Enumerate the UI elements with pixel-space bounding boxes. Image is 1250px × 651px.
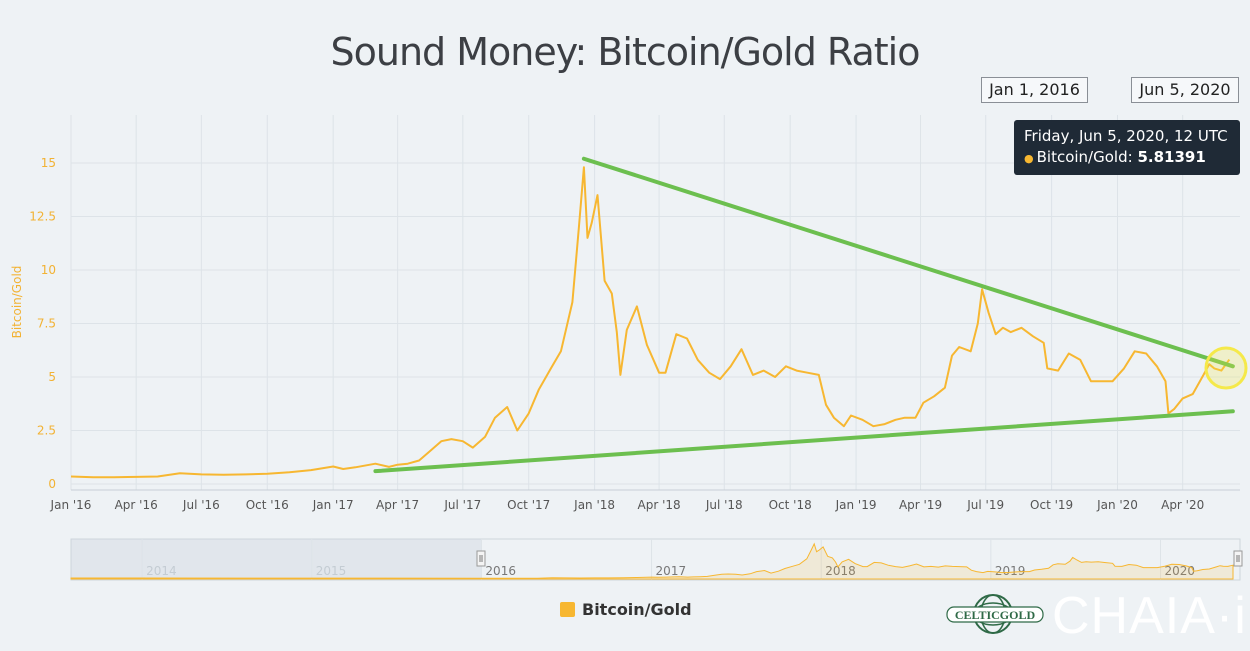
navigator-year-label: 2015 (316, 564, 347, 578)
trendline-upper (581, 156, 1235, 369)
x-tick-label: Apr '16 (115, 498, 158, 512)
y-tick-label: 0 (48, 477, 56, 491)
navigator-year-label: 2014 (146, 564, 177, 578)
x-tick-label: Apr '18 (638, 498, 681, 512)
tooltip-series: Bitcoin/Gold: (1036, 148, 1133, 166)
x-tick-label: Jul '17 (443, 498, 481, 512)
y-tick-label: 2.5 (37, 424, 56, 438)
plot-area (71, 115, 1240, 490)
x-tick-labels: Jan '16 Apr '16 Jul '16 Oct '16 Jan '17 Apr '… (50, 498, 1205, 512)
y-tick-label: 7.5 (37, 317, 56, 331)
tooltip-value-line: ● Bitcoin/Gold: 5.81391 (1024, 148, 1230, 166)
x-tick-label: Oct '18 (769, 498, 812, 512)
navigator-year-label: 2016 (485, 564, 516, 578)
legend-swatch (560, 602, 575, 617)
trendline-lower (373, 409, 1235, 474)
range-from-input[interactable]: Jan 1, 2016 (981, 77, 1088, 103)
x-tick-label: Jul '18 (705, 498, 743, 512)
grid (70, 115, 1240, 491)
x-tick-label: Oct '17 (507, 498, 550, 512)
y-tick-label: 5 (48, 370, 56, 384)
x-tick-label: Jan '18 (573, 498, 615, 512)
navigator-year-labels: 2014 2015 2016 2017 2018 2019 2020 (141, 539, 1196, 580)
legend-item-bitcoin-gold[interactable]: Bitcoin/Gold (560, 600, 692, 620)
series-group (70, 166, 1231, 479)
navigator-year-label: 2018 (825, 564, 856, 578)
navigator-year-label: 2017 (656, 564, 687, 578)
legend-label: Bitcoin/Gold (582, 600, 692, 619)
y-axis-label: Bitcoin/Gold (10, 266, 24, 339)
x-tick-label: Jul '19 (966, 498, 1004, 512)
highlight-circle (1204, 346, 1248, 390)
x-tick-label: Jul '16 (182, 498, 220, 512)
series-line-bitcoin-gold[interactable] (70, 166, 1231, 479)
navigator-handle-left[interactable] (476, 550, 486, 567)
x-tick-label: Jan '17 (312, 498, 354, 512)
tooltip: Friday, Jun 5, 2020, 12 UTC ● Bitcoin/Gol… (1014, 120, 1240, 175)
navigator-series (70, 542, 1234, 580)
x-tick-label: Jan '20 (1096, 498, 1138, 512)
navigator-year-label: 2019 (995, 564, 1026, 578)
y-tick-label: 12.5 (29, 210, 56, 224)
navigator-masked-area (71, 539, 482, 580)
x-tick-label: Jan '19 (835, 498, 877, 512)
series-dot-icon: ● (1024, 152, 1034, 165)
tooltip-date: Friday, Jun 5, 2020, 12 UTC (1024, 127, 1228, 145)
tooltip-value: 5.81391 (1137, 148, 1206, 166)
y-tick-label: 15 (41, 156, 56, 170)
navigator-year-label: 2020 (1165, 564, 1196, 578)
x-tick-label: Oct '19 (1030, 498, 1073, 512)
navigator-handle-right[interactable] (1233, 550, 1243, 567)
celticgold-logo: CELTICGOLD (946, 594, 1044, 634)
x-tick-label: Oct '16 (246, 498, 289, 512)
y-tick-labels: 0 2.5 5 7.5 10 12.5 15 (29, 156, 56, 491)
chart-title: Sound Money: Bitcoin/Gold Ratio (330, 30, 921, 74)
chaia-watermark: CHAIA·i (1052, 587, 1247, 645)
y-tick-label: 10 (41, 263, 56, 277)
x-tick-label: Apr '19 (899, 498, 942, 512)
trendlines-group (373, 156, 1235, 474)
x-tick-label: Apr '20 (1161, 498, 1204, 512)
x-tick-label: Jan '16 (50, 498, 92, 512)
logo-text: CELTICGOLD (955, 608, 1036, 622)
range-to-input[interactable]: Jun 5, 2020 (1131, 77, 1239, 103)
x-tick-label: Apr '17 (376, 498, 419, 512)
